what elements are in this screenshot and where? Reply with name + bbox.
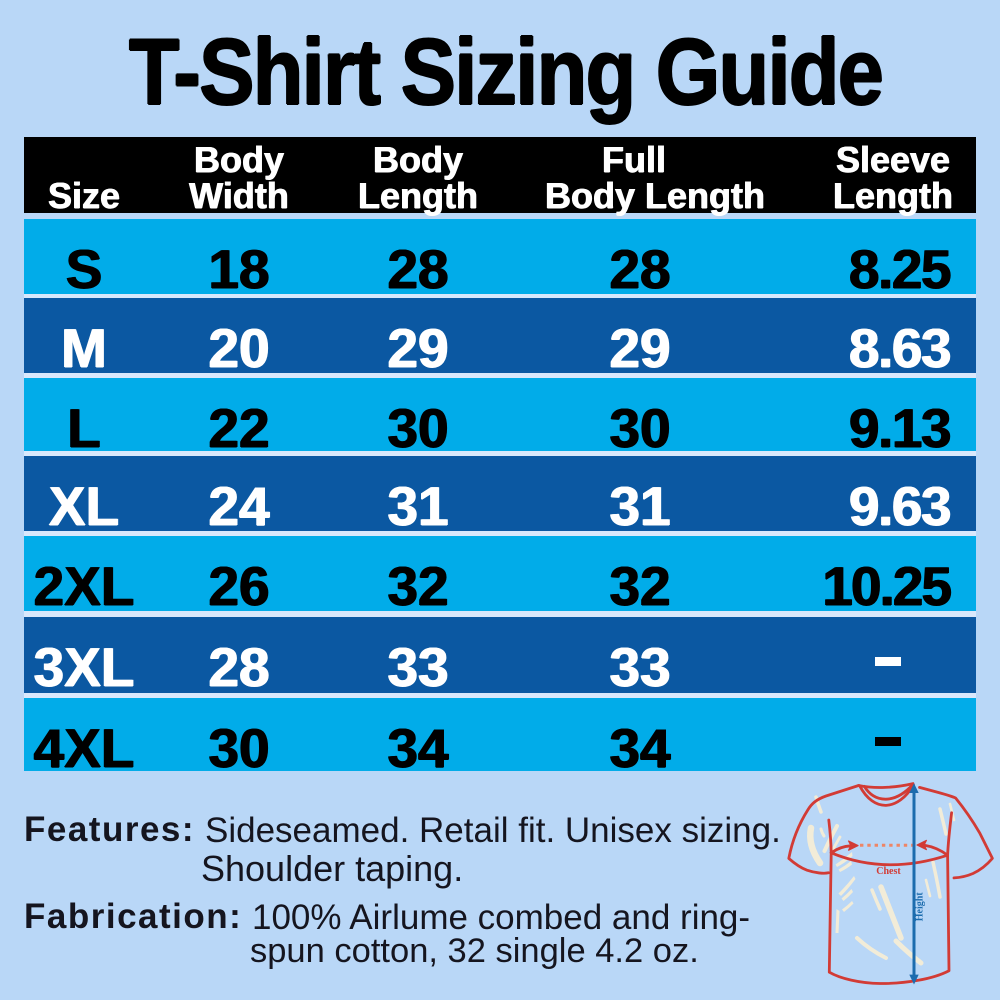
svg-text:Chest: Chest [876, 866, 901, 877]
svg-text:Height: Height [915, 892, 926, 922]
